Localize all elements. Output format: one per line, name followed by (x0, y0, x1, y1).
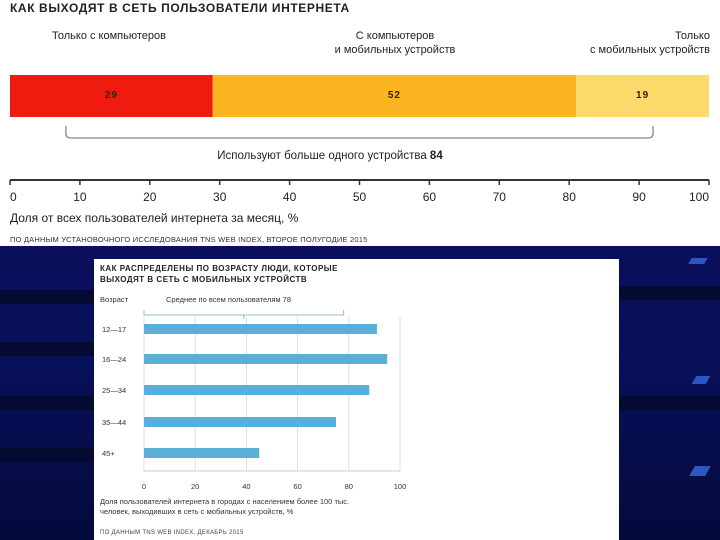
segment-label-mobile-only: Только с мобильных устройств (560, 29, 710, 57)
x-tick-label: 40 (283, 190, 297, 204)
segment-label-line: с мобильных устройств (589, 44, 710, 56)
chart1-x-axis-label: Доля от всех пользователей интернета за … (10, 211, 299, 225)
x-tick-label: 90 (632, 190, 646, 204)
stacked-bar-segment (212, 75, 577, 117)
x-tick-label: 10 (73, 190, 87, 204)
stacked-bar-segment (10, 75, 213, 117)
age-bar (144, 448, 260, 458)
chart2-x-axis-label: Доля пользователей интернета в городах с… (100, 497, 400, 517)
segment-label-line: С компьютеров (355, 30, 435, 42)
x-tick-label: 0 (10, 190, 17, 204)
x-tick-label: 100 (689, 190, 709, 204)
x-tick-label: 80 (563, 190, 577, 204)
decorative-stripe (619, 396, 720, 410)
top-infographic: КАК ВЫХОДЯТ В СЕТЬ ПОЛЬЗОВАТЕЛИ ИНТЕРНЕТ… (0, 0, 720, 246)
x-tick-label: 20 (191, 482, 199, 491)
age-category-label: 25—34 (102, 386, 126, 395)
chart2-title-line: ВЫХОДЯТ В СЕТЬ С МОБИЛЬНЫХ УСТРОЙСТВ (100, 275, 308, 284)
decorative-accent (688, 258, 708, 264)
age-category-label: 45+ (102, 449, 115, 458)
decorative-stripe (619, 286, 720, 300)
age-bar (144, 354, 388, 364)
chart2-x-axis-label-line: человек, выходивших в сеть с мобильных у… (100, 507, 294, 516)
age-bar (144, 324, 377, 334)
segment-label-line: Только с компьютеров (52, 30, 166, 42)
chart2-title-line: КАК РАСПРЕДЕЛЕНЫ ПО ВОЗРАСТУ ЛЮДИ, КОТОР… (100, 264, 338, 273)
multi-device-note-text: Используют больше одного устройства (217, 150, 427, 162)
age-category-label: 12—17 (102, 325, 126, 334)
x-tick-label: 100 (394, 482, 407, 491)
segment-value-label: 19 (636, 90, 649, 101)
chart2-plot: 0 20 40 60 80 100 12—17 16—24 25—34 35—44 45+ (102, 310, 407, 491)
age-category-label: 16—24 (102, 355, 126, 364)
x-tick-label: 70 (493, 190, 507, 204)
segment-label-both: С компьютеров и мобильных устройств (300, 29, 490, 57)
chart2-title: КАК РАСПРЕДЕЛЕНЫ ПО ВОЗРАСТУ ЛЮДИ, КОТОР… (100, 263, 420, 285)
x-tick-label: 20 (143, 190, 157, 204)
segment-label-line: и мобильных устройств (334, 44, 456, 56)
multi-device-bracket (65, 126, 654, 139)
age-category-label: 35—44 (102, 418, 126, 427)
chart1-plot: 29 52 19 0 10 20 30 40 50 60 70 80 90 100 (9, 75, 710, 204)
average-bracket (143, 310, 345, 319)
decorative-stripe (0, 290, 94, 304)
x-tick-label: 40 (242, 482, 250, 491)
chart1-source: ПО ДАННЫМ УСТАНОВОЧНОГО ИССЛЕДОВАНИЯ TNS… (10, 235, 368, 244)
chart2-source: ПО ДАННЫМ TNS WEB INDEX, ДЕКАБРЬ 2015 (100, 530, 244, 536)
decorative-stripe (0, 396, 94, 410)
stacked-bar-segment (576, 75, 709, 117)
multi-device-note-value: 84 (429, 150, 443, 162)
x-tick-label: 50 (353, 190, 367, 204)
age-chart-panel: КАК РАСПРЕДЕЛЕНЫ ПО ВОЗРАСТУ ЛЮДИ, КОТОР… (94, 259, 619, 540)
decorative-stripe (0, 342, 94, 356)
chart2-x-axis-label-line: Доля пользователей интернета в городах с… (100, 497, 350, 506)
average-label: Среднее по всем пользователям 78 (166, 295, 291, 304)
x-tick-label: 0 (142, 482, 146, 491)
age-bar (144, 385, 370, 395)
chart1-title: КАК ВЫХОДЯТ В СЕТЬ ПОЛЬЗОВАТЕЛИ ИНТЕРНЕТ… (10, 1, 350, 15)
x-tick-label: 30 (213, 190, 227, 204)
age-bar (144, 417, 336, 427)
age-column-label: Возраст (100, 295, 129, 304)
multi-device-note: Используют больше одного устройства 84 (200, 150, 460, 162)
segment-value-label: 29 (105, 90, 118, 101)
x-tick-label: 60 (293, 482, 301, 491)
decorative-accent (691, 376, 711, 384)
x-tick-label: 80 (345, 482, 353, 491)
decorative-stripe (0, 448, 94, 462)
segment-value-label: 52 (388, 90, 401, 101)
segment-label-computers-only: Только с компьютеров (52, 29, 166, 43)
segment-label-line: Только (675, 30, 710, 42)
x-tick-label: 60 (423, 190, 437, 204)
decorative-accent (689, 466, 711, 476)
